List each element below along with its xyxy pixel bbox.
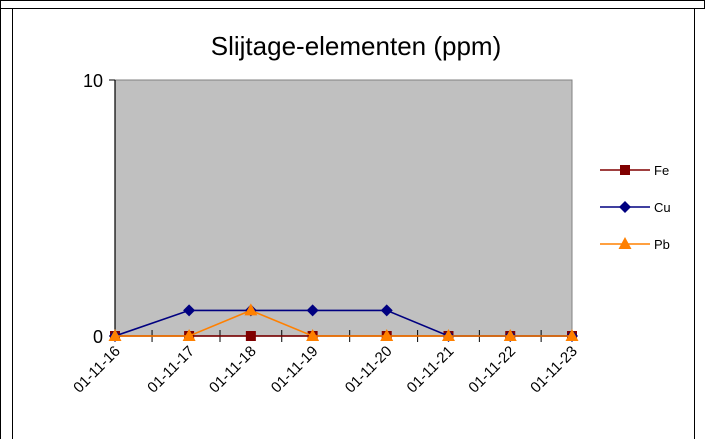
legend-item-fe: Fe — [600, 163, 669, 178]
legend-label-pb: Pb — [654, 237, 670, 252]
data-point-pb — [503, 329, 517, 341]
x-tick-label: 01-11-21 — [404, 343, 458, 397]
chart-title: Slijtage-elementen (ppm) — [211, 31, 501, 61]
series-pb — [108, 303, 579, 341]
series-line-pb — [115, 309, 572, 337]
plot-area — [114, 79, 573, 337]
legend-label-fe: Fe — [654, 163, 669, 178]
series-layer — [108, 303, 579, 342]
data-point-pb — [108, 329, 122, 341]
legend-item-cu: Cu — [600, 200, 671, 215]
data-point-pb — [182, 329, 196, 341]
data-point-cu — [306, 304, 319, 317]
y-tick-label-10: 10 — [83, 71, 103, 91]
data-point-cu — [380, 304, 393, 317]
x-tick-label: 01-11-19 — [268, 343, 322, 397]
data-point-pb — [380, 329, 394, 341]
data-point-pb — [565, 329, 579, 341]
x-tick-label: 01-11-22 — [465, 343, 519, 397]
legend-label-cu: Cu — [654, 200, 671, 215]
legend-marker-fe — [620, 165, 630, 175]
x-tick-label: 01-11-17 — [144, 343, 198, 397]
data-point-pb — [441, 329, 455, 341]
data-point-cu — [183, 304, 196, 317]
x-tick-label: 01-11-23 — [527, 343, 581, 397]
legend: Fe Cu Pb — [600, 163, 671, 252]
data-point-pb — [244, 303, 258, 316]
x-axis-labels: 01-11-16 01-11-17 01-11-18 01-11-19 01-11-20… — [70, 343, 581, 397]
x-tick-label: 01-11-20 — [342, 343, 396, 397]
x-tick-label: 01-11-16 — [70, 343, 124, 397]
data-point-pb — [306, 329, 320, 341]
x-tick-label: 01-11-18 — [206, 343, 260, 397]
legend-item-pb: Pb — [600, 237, 670, 252]
data-point-fe — [245, 331, 256, 341]
legend-marker-pb — [618, 237, 632, 249]
y-tick-label-0: 0 — [93, 327, 103, 347]
legend-marker-cu — [619, 201, 631, 213]
